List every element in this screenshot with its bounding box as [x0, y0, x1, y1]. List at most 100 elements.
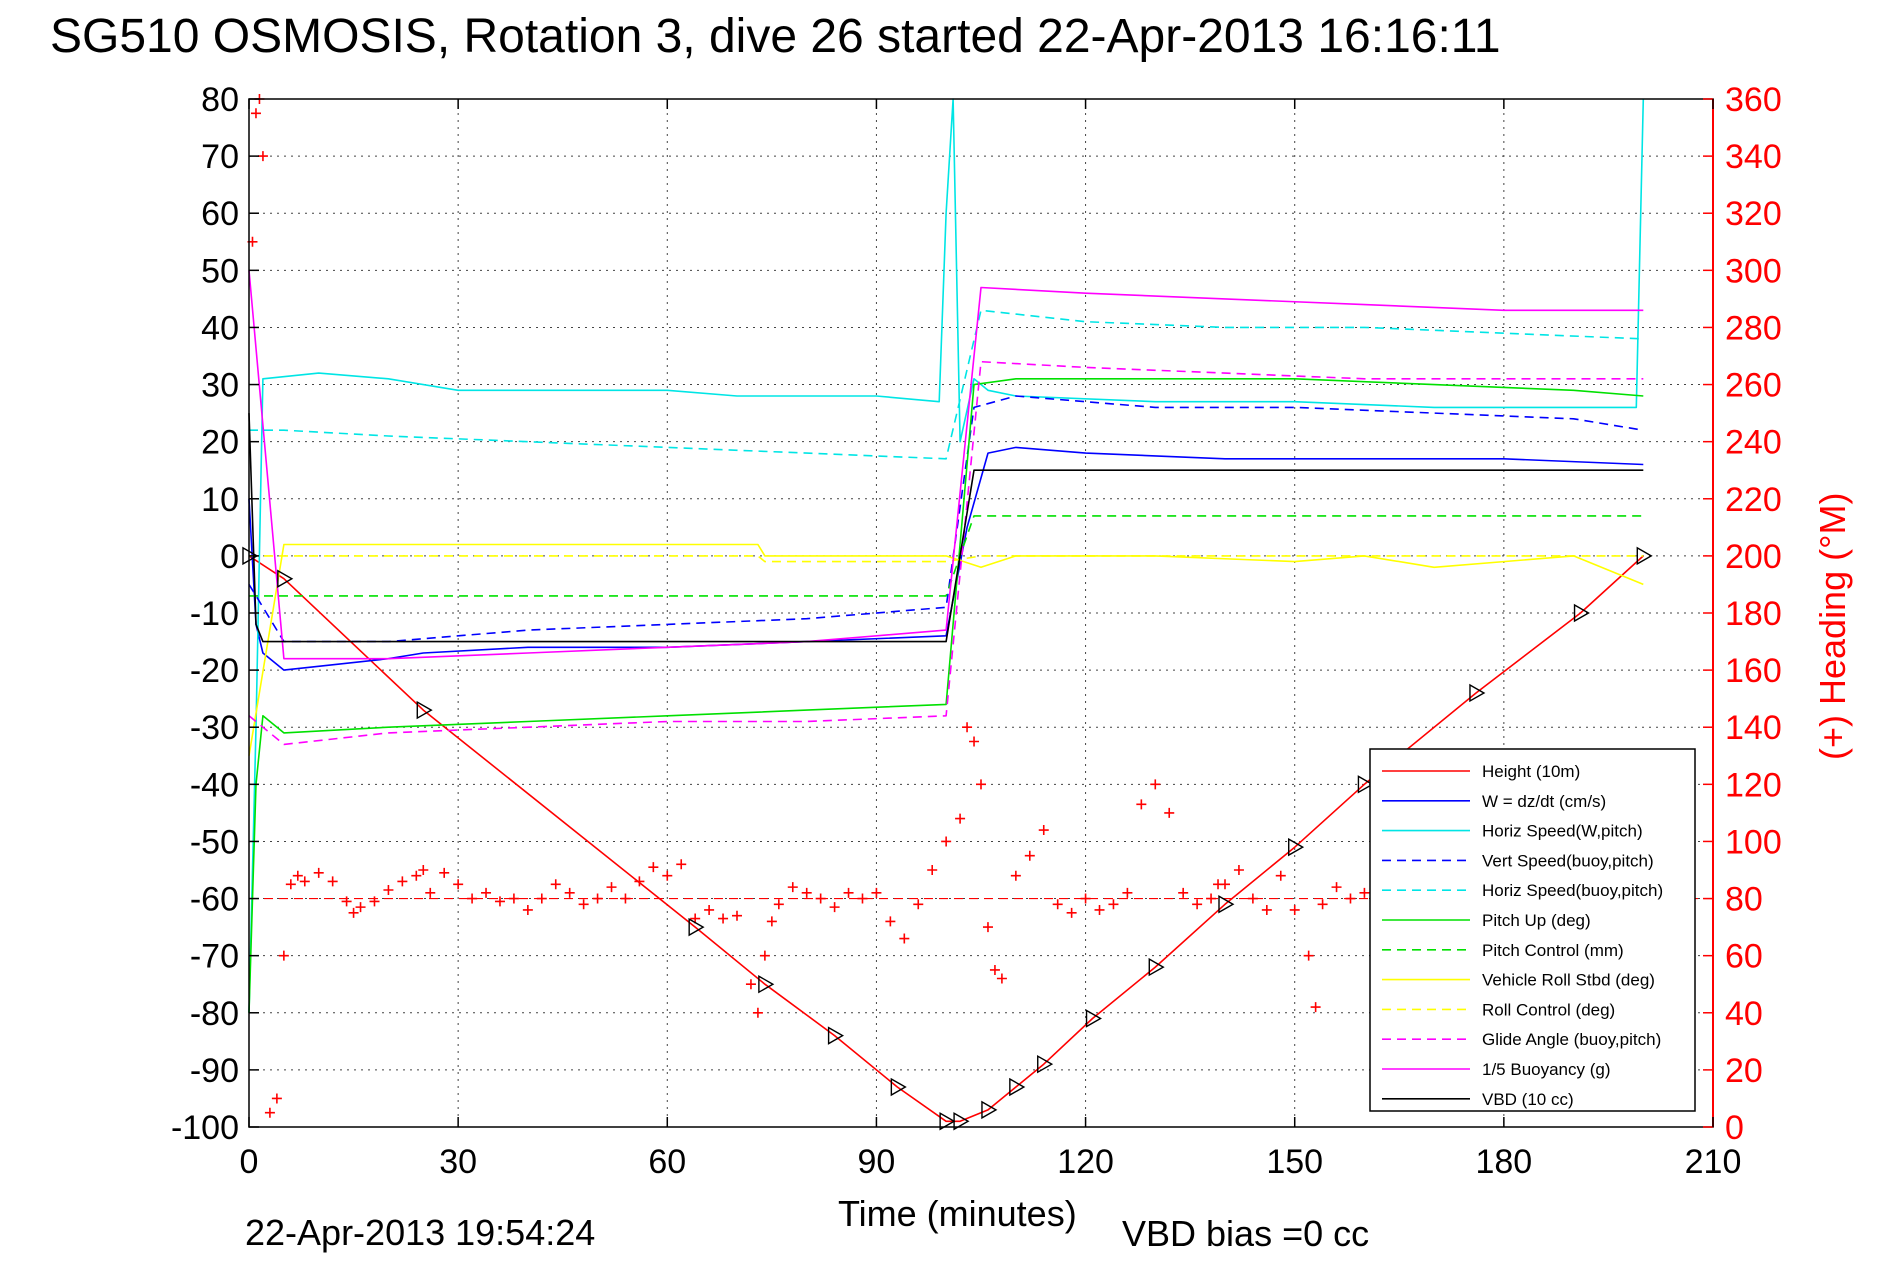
y-tick-label: 40 — [201, 309, 239, 347]
y-tick-label: 80 — [201, 81, 239, 119]
heading-point — [369, 896, 380, 907]
heading-point — [913, 899, 924, 910]
heading-point — [1303, 950, 1314, 961]
legend-label: Pitch Up (deg) — [1482, 911, 1591, 930]
heading-point — [857, 893, 868, 904]
height-marker — [1573, 603, 1590, 623]
y-tick-label: 0 — [220, 538, 239, 576]
footer-date: 22-Apr-2013 19:54:24 — [245, 1212, 595, 1253]
heading-point — [411, 870, 422, 881]
heading-point — [718, 913, 729, 924]
y2-tick-label: 200 — [1725, 538, 1782, 576]
height-marker — [688, 917, 705, 937]
heading-point — [773, 899, 784, 910]
y-axis-ticks: 80 70 60 50 40 30 20 10 0 -10 -20 -30 -40 -50 -60 -70 -8… — [171, 81, 259, 1147]
heading-point — [467, 893, 478, 904]
y-tick-label: -80 — [190, 995, 239, 1033]
y2-tick-label: 280 — [1725, 309, 1782, 347]
heading-point — [1052, 899, 1063, 910]
heading-point — [885, 916, 896, 927]
heading-point — [752, 1007, 763, 1018]
y2-tick-label: 20 — [1725, 1052, 1763, 1090]
height-marker — [1469, 683, 1486, 703]
heading-point — [1233, 865, 1244, 875]
heading-point — [1359, 887, 1370, 898]
heading-point — [508, 893, 519, 904]
heading-point — [759, 950, 770, 961]
x-tick-label: 120 — [1057, 1143, 1114, 1181]
heading-point — [494, 896, 505, 907]
heading-point — [815, 893, 826, 904]
y2-tick-label: 60 — [1725, 938, 1763, 976]
y-tick-label: -20 — [190, 652, 239, 690]
height-marker — [827, 1026, 845, 1045]
height-marker-layer — [242, 546, 1653, 1131]
heading-point — [648, 862, 659, 873]
heading-point — [1010, 870, 1021, 881]
heading-point — [766, 916, 777, 927]
y2-tick-label: 120 — [1725, 766, 1782, 804]
y-tick-label: -30 — [190, 709, 239, 747]
height-marker — [981, 1100, 998, 1120]
legend-box — [1369, 748, 1696, 1112]
heading-point — [285, 879, 296, 890]
height-marker — [1009, 1077, 1026, 1097]
heading-point — [1331, 882, 1342, 893]
height-marker — [242, 546, 259, 566]
heading-point — [801, 887, 812, 898]
heading-point — [1080, 893, 1091, 904]
heading-point — [606, 882, 617, 893]
heading-point — [522, 904, 533, 915]
y2-axis-ticks: 3603403203002802602402202001801601401201… — [1703, 81, 1782, 1147]
y2-tick-label: 100 — [1725, 823, 1782, 861]
heading-point — [578, 899, 589, 910]
y2-tick-label: 40 — [1725, 995, 1763, 1033]
y-tick-label: 70 — [201, 138, 239, 176]
heading-point — [341, 896, 352, 907]
heading-point — [257, 151, 268, 162]
y-tick-label: -50 — [190, 823, 239, 861]
height-marker — [953, 1112, 970, 1131]
legend-label: 1/5 Buoyancy (g) — [1482, 1060, 1611, 1079]
legend-label: VBD (10 cc) — [1482, 1090, 1574, 1109]
series-line — [249, 309, 1644, 460]
series-line — [248, 543, 1644, 756]
legend-label: Height (10m) — [1482, 762, 1580, 781]
heading-point — [941, 836, 952, 847]
y2-tick-label: 160 — [1725, 652, 1782, 690]
y2-tick-label: 140 — [1725, 709, 1782, 747]
heading-point — [1094, 904, 1105, 915]
heading-point — [976, 779, 986, 790]
heading-point — [292, 870, 303, 881]
footer-note: VBD bias =0 cc — [1122, 1213, 1369, 1254]
heading-point — [1310, 1002, 1321, 1013]
heading-point — [1122, 887, 1133, 898]
heading-point — [592, 893, 603, 904]
heading-point — [1317, 899, 1328, 910]
height-marker — [1357, 775, 1374, 794]
height-marker — [1085, 1009, 1102, 1028]
heading-point — [564, 887, 575, 898]
heading-point — [1178, 887, 1189, 898]
heading-point — [1289, 904, 1300, 915]
heading-point — [955, 813, 966, 824]
y-tick-label: -60 — [190, 881, 239, 919]
heading-point — [1108, 899, 1119, 910]
heading-point — [271, 1093, 282, 1104]
heading-point — [996, 973, 1007, 984]
x-tick-label: 0 — [240, 1143, 259, 1181]
x-tick-label: 180 — [1475, 1143, 1532, 1181]
y2-tick-label: 300 — [1725, 252, 1782, 290]
heading-point — [439, 867, 450, 878]
heading-point — [1275, 870, 1286, 881]
height-marker — [890, 1077, 907, 1097]
legend-label: Horiz Speed(W,pitch) — [1482, 822, 1643, 841]
heading-point — [634, 876, 645, 887]
heading-point — [418, 865, 429, 875]
y-tick-label: -90 — [190, 1052, 239, 1090]
heading-point — [299, 876, 310, 887]
x-tick-label: 150 — [1266, 1143, 1323, 1181]
heading-point — [871, 887, 882, 898]
heading-point — [397, 876, 408, 887]
heading-point — [313, 867, 324, 878]
